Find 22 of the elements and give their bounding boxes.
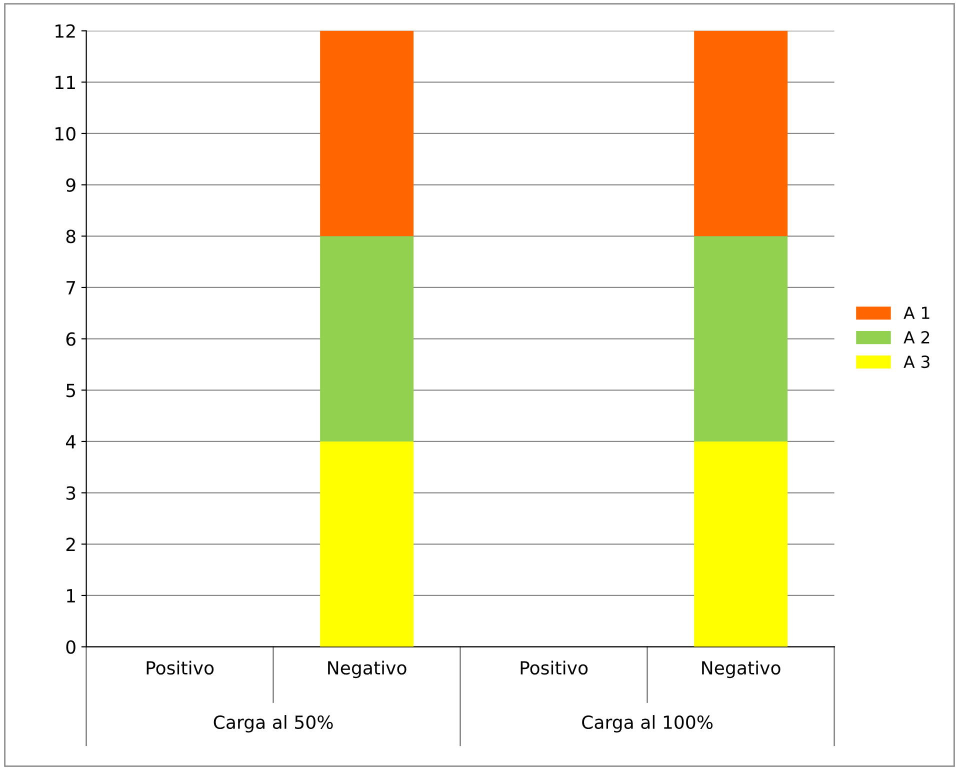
- legend-label: A 1: [904, 306, 930, 319]
- y-tick-label: 3: [66, 486, 76, 500]
- x-tick-label: Negativo: [328, 660, 406, 678]
- y-tick-label: 6: [66, 332, 76, 346]
- y-tick-label: 0: [66, 640, 76, 654]
- text: Carga al 100%: [582, 715, 713, 733]
- y-tick-label: 9: [66, 178, 76, 192]
- x-tick-label: Negativo: [702, 660, 780, 678]
- text: Carga al 50%: [214, 715, 333, 733]
- x-tick-label: Positivo: [520, 660, 588, 675]
- y-tick-label: 11: [56, 76, 75, 89]
- y-tick-label: 12: [56, 24, 75, 38]
- y-tick-label: 5: [66, 384, 76, 398]
- y-tick-label: 10: [56, 126, 76, 141]
- y-tick-label: 2: [66, 538, 75, 551]
- y-tick-label: 8: [66, 230, 76, 244]
- x-tick-label: Positivo: [146, 660, 214, 675]
- y-tick-label: 7: [66, 281, 76, 294]
- y-tick-label: 1: [67, 589, 75, 602]
- y-tick-label: 4: [66, 435, 76, 448]
- legend-label: A 2: [904, 331, 930, 344]
- legend-label: A 3: [904, 355, 930, 368]
